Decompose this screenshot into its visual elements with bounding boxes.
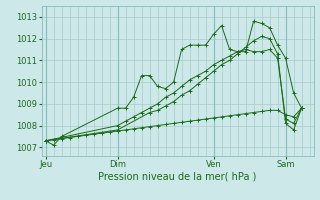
X-axis label: Pression niveau de la mer( hPa ): Pression niveau de la mer( hPa ) [99, 172, 257, 182]
